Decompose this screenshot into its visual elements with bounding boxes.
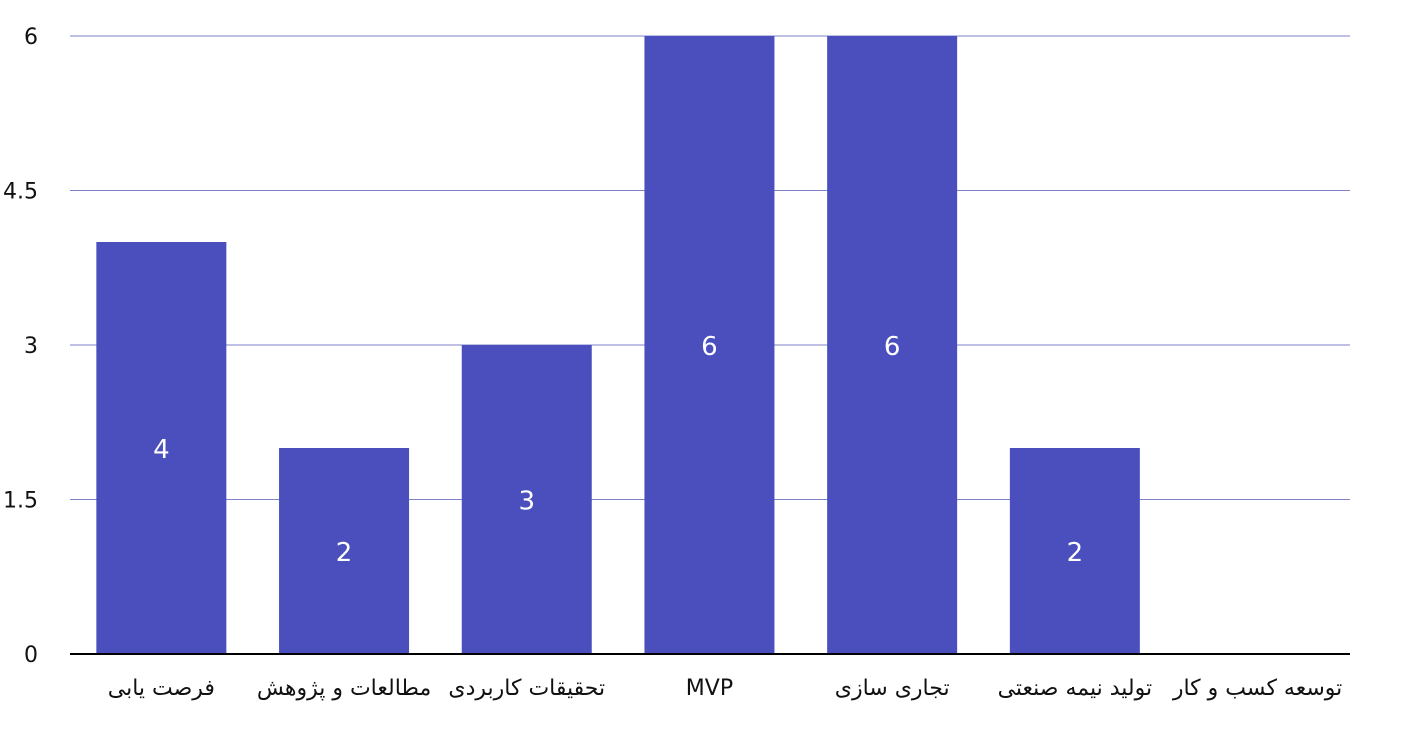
bar xyxy=(279,448,410,654)
x-tick-label: مطالعات و پژوهش xyxy=(257,676,431,701)
bar-data-label: 2 xyxy=(336,538,353,568)
x-tick-label: فرصت یابی xyxy=(108,676,215,701)
y-tick-label: 4.5 xyxy=(3,180,38,205)
bars xyxy=(96,36,1140,654)
bar xyxy=(644,36,775,654)
x-tick-label: تولید نیمه صنعتی xyxy=(998,676,1153,701)
x-tick-label: توسعه کسب و کار xyxy=(1172,676,1342,701)
bar-data-label: 6 xyxy=(884,332,901,362)
bar-data-label: 3 xyxy=(518,487,535,517)
y-tick-label: 0 xyxy=(24,643,38,668)
bar-data-label: 2 xyxy=(1067,538,1084,568)
x-tick-label: MVP xyxy=(686,676,733,701)
y-tick-label: 3 xyxy=(24,334,38,359)
bar xyxy=(461,345,592,654)
x-tick-label: تحقیقات کاربردی xyxy=(448,676,605,701)
bar-data-label: 4 xyxy=(153,435,170,465)
bar xyxy=(1009,448,1140,654)
y-tick-label: 1.5 xyxy=(3,489,38,514)
y-tick-label: 6 xyxy=(24,25,38,50)
bar-data-label: 6 xyxy=(701,332,718,362)
bar xyxy=(96,242,227,654)
bar xyxy=(827,36,958,654)
x-tick-label: تجاری سازی xyxy=(835,676,950,701)
labels: 0 1.5 3 4.5 6 4 فرصت یابی 2 مطالعات و پژوهش 3 تحقی… xyxy=(3,25,1342,701)
